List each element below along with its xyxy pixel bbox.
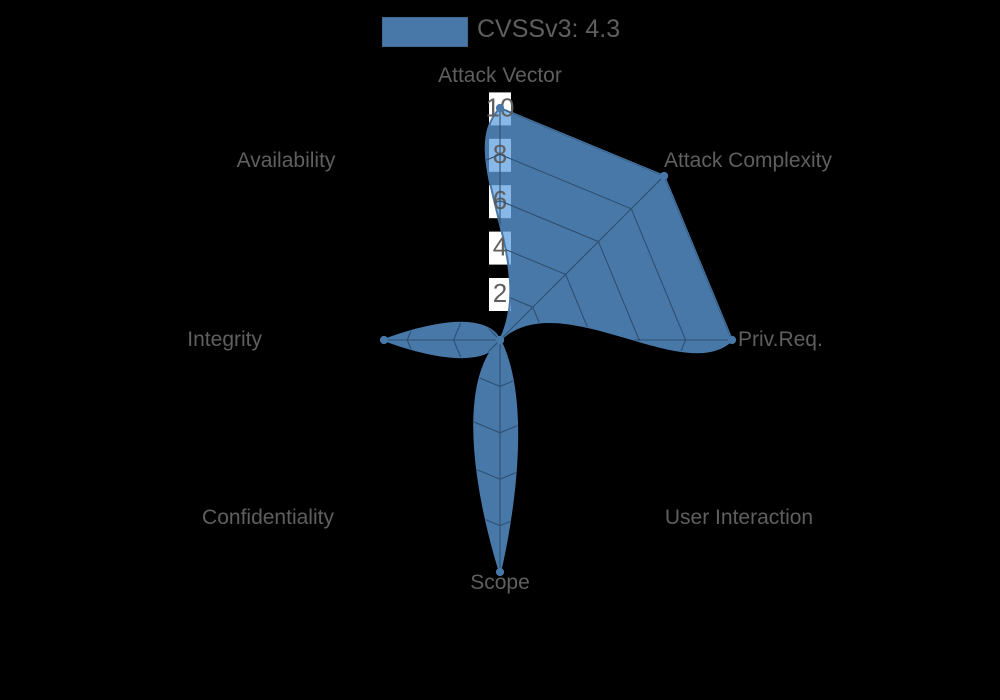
svg-text:4: 4	[493, 232, 507, 262]
svg-text:2: 2	[493, 278, 507, 308]
